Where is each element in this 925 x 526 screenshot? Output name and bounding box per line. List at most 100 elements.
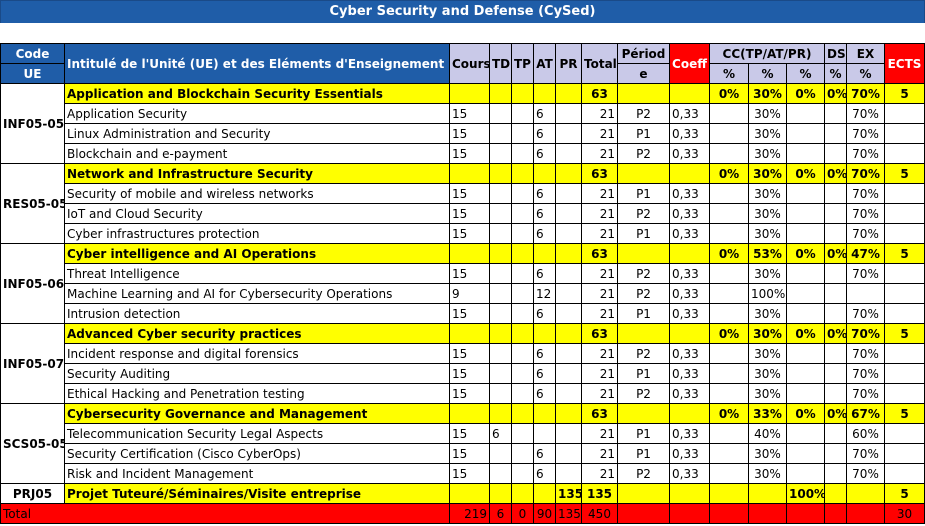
ue-cc2: 30% [748,83,787,104]
ue-cc3: 0% [785,323,826,344]
element-ex: 70% [846,303,886,324]
ue-td [489,83,512,104]
element-td [489,443,512,464]
element-cc1 [709,263,749,284]
element-cc3 [785,283,826,304]
element-name: Threat Intelligence [64,263,450,284]
ue-tp [511,243,534,264]
element-td [489,183,512,204]
element-periode: P2 [617,343,670,364]
element-cc3 [785,423,826,444]
ue-td [489,243,512,264]
periode-header-cont: e [617,63,670,84]
element-ects [884,423,925,444]
element-ects [884,203,925,224]
element-cc2: 40% [748,423,787,444]
ue-cc1: 0% [709,163,749,184]
element-coeff: 0,33 [669,463,710,484]
element-ects [884,263,925,284]
cc2-pct-header: % [748,63,787,84]
element-at: 6 [533,263,556,284]
element-ects [884,443,925,464]
ue-ex: 70% [846,163,886,184]
element-periode: P2 [617,263,670,284]
ue-coeff [669,83,710,104]
totals-tp: 0 [511,503,534,524]
element-cc1 [709,443,749,464]
element-ds [824,223,848,244]
element-total: 21 [581,303,618,324]
ue-ds: 0% [824,83,848,104]
element-cc2: 30% [748,303,787,324]
element-tp [511,343,534,364]
ue-name: Network and Infrastructure Security [64,163,450,184]
ue-code: INF05-07 [0,323,65,404]
element-ects [884,123,925,144]
element-total: 21 [581,423,618,444]
totals-at: 90 [533,503,556,524]
ue-at [533,163,556,184]
code-header: Code [0,43,65,64]
element-cc3 [785,123,826,144]
element-name: IoT and Cloud Security [64,203,450,224]
element-cc2: 30% [748,123,787,144]
element-tp [511,443,534,464]
element-cc2: 30% [748,143,787,164]
element-row: Ethical Hacking and Penetration testing 1… [1,383,925,404]
ue-cc1: 0% [709,83,749,104]
element-td [489,203,512,224]
pr-header: PR [555,43,582,84]
element-cc3 [785,443,826,464]
element-at: 6 [533,443,556,464]
element-cc2: 30% [748,363,787,384]
ue-cours [449,243,490,264]
element-at: 6 [533,303,556,324]
ue-cours [449,83,490,104]
element-ds [824,103,848,124]
element-cc2: 30% [748,383,787,404]
element-cc1 [709,383,749,404]
element-periode: P1 [617,423,670,444]
element-at [533,423,556,444]
element-td: 6 [489,423,512,444]
element-coeff: 0,33 [669,103,710,124]
element-ds [824,303,848,324]
ue-periode [617,83,670,104]
element-at: 6 [533,463,556,484]
element-ects [884,383,925,404]
element-at: 6 [533,223,556,244]
cc-header: CC(TP/AT/PR) [708,43,826,64]
element-cc3 [785,463,826,484]
project-total: 135 [581,483,618,504]
element-at: 12 [533,283,556,304]
element-cours: 15 [449,363,490,384]
ue-tp [511,323,534,344]
ue-name: Cyber intelligence and AI Operations [64,243,450,264]
element-td [489,383,512,404]
element-coeff: 0,33 [669,183,710,204]
element-ects [884,223,925,244]
element-td [489,463,512,484]
header-row-2: UE e % % % % % [0,63,925,84]
element-coeff: 0,33 [669,383,710,404]
element-cc3 [785,203,826,224]
element-cours: 15 [449,263,490,284]
element-tp [511,263,534,284]
element-at: 6 [533,183,556,204]
spacer-row [0,23,925,43]
ue-cc3: 0% [785,163,826,184]
element-total: 21 [581,183,618,204]
tp-header: TP [511,43,534,84]
element-row: Security Auditing 15 6 21 P1 0,33 30% 70% [1,363,925,384]
element-tp [511,423,534,444]
element-periode: P1 [617,363,670,384]
element-ds [824,463,848,484]
element-total: 21 [581,143,618,164]
element-ds [824,443,848,464]
element-name: Blockchain and e-payment [64,143,450,164]
element-total: 21 [581,463,618,484]
element-cours: 15 [449,343,490,364]
ue-cc1: 0% [709,243,749,264]
element-ex: 60% [846,423,886,444]
element-cc1 [709,343,749,364]
